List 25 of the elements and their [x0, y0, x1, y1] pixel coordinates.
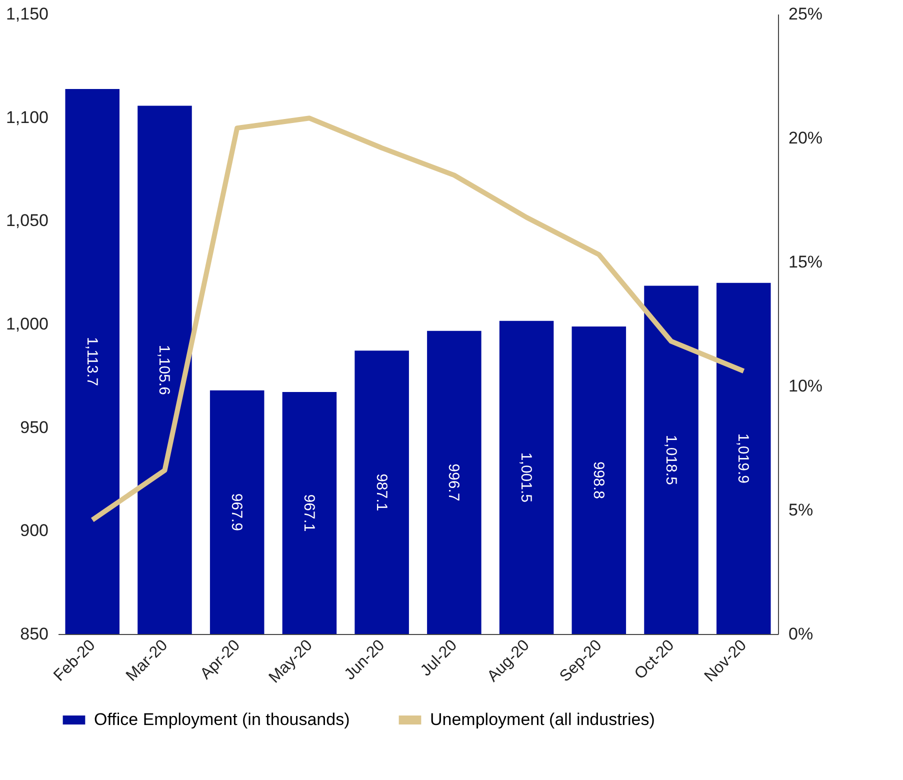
data-label: 1,113.7	[83, 337, 100, 386]
legend-label: Office Employment (in thousands)	[94, 710, 350, 729]
data-label: 967.9	[228, 493, 246, 531]
data-label: 967.1	[300, 494, 318, 532]
y-tick-label: 1,000	[6, 314, 48, 334]
y2-tick-label: 0%	[788, 624, 814, 644]
data-label: 998.8	[590, 461, 607, 500]
data-label: 1,019.9	[734, 433, 752, 484]
data-label: 996.7	[445, 464, 462, 502]
data-label: 1,105.6	[156, 344, 173, 395]
y2-tick-label: 20%	[788, 128, 823, 148]
data-label: 1,018.5	[662, 434, 680, 485]
y-tick-label: 1,150	[6, 4, 48, 24]
y2-tick-label: 15%	[788, 252, 823, 272]
y-tick-label: 900	[20, 521, 48, 540]
y2-tick-label: 5%	[788, 500, 814, 520]
y2-tick-label: 10%	[788, 376, 823, 396]
y-tick-label: 950	[20, 418, 48, 437]
data-label: 987.1	[372, 474, 390, 512]
legend-label: Unemployment (all industries)	[430, 710, 655, 729]
y2-tick-label: 25%	[788, 4, 823, 24]
y-tick-label: 1,100	[6, 108, 48, 127]
y-tick-label: 850	[20, 624, 48, 644]
data-label: 1,001.5	[518, 452, 535, 502]
y-tick-label: 1,050	[6, 211, 48, 230]
